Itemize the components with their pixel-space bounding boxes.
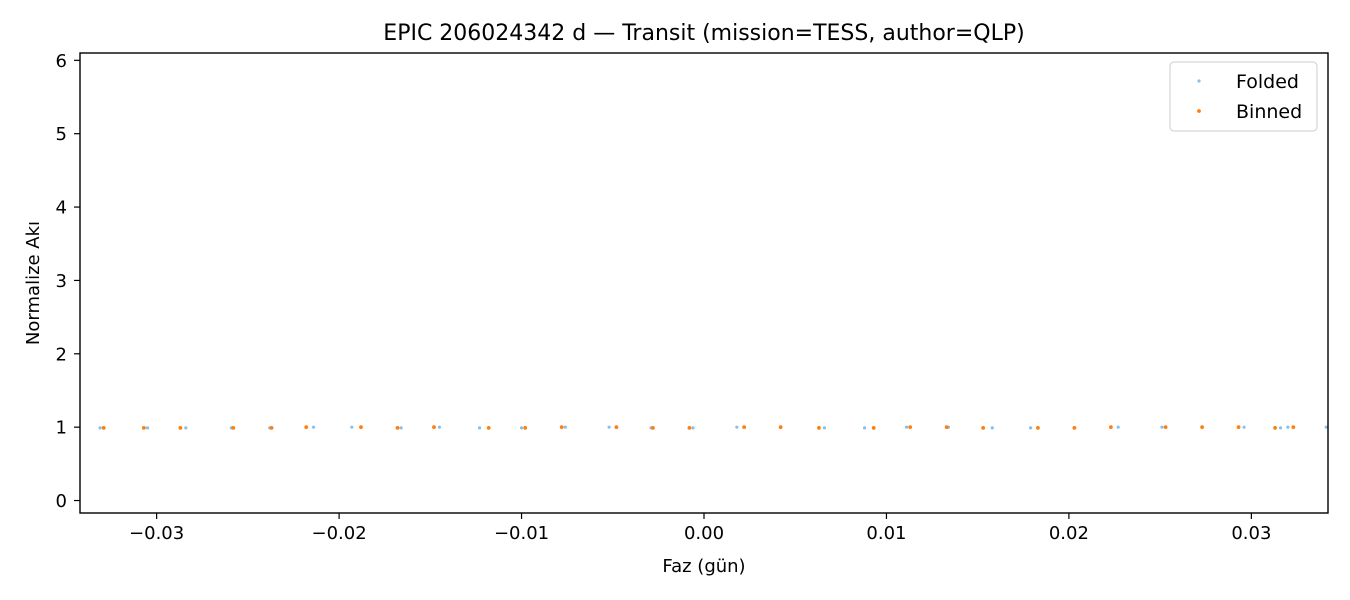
point-binned — [395, 425, 400, 430]
plot-area — [98, 425, 1328, 430]
point-binned — [1273, 425, 1277, 430]
point-folded — [1324, 425, 1328, 429]
plot-frame — [79, 52, 1329, 514]
point-folded — [822, 426, 827, 430]
legend-label-folded: Folded — [1236, 71, 1299, 93]
point-binned — [817, 425, 821, 430]
y-tick-label: 2 — [56, 344, 67, 365]
y-axis-ticks: 0 1 2 3 4 5 6 — [56, 51, 80, 512]
point-binned — [269, 425, 274, 430]
legend-box — [1169, 61, 1318, 132]
point-binned — [1200, 425, 1205, 430]
y-tick-label: 5 — [56, 124, 67, 145]
point-binned — [1035, 425, 1040, 430]
point-binned — [687, 425, 692, 430]
y-tick-label: 1 — [56, 418, 67, 439]
point-folded — [437, 425, 442, 429]
point-folded — [184, 426, 188, 430]
x-tick-label: −0.02 — [312, 523, 367, 544]
legend-marker-binned — [1197, 109, 1201, 113]
point-folded — [607, 425, 611, 429]
point-binned — [231, 425, 236, 430]
legend: Folded Binned — [1169, 61, 1318, 132]
point-binned — [432, 425, 436, 430]
point-binned — [486, 425, 491, 430]
point-folded — [990, 426, 994, 430]
point-binned — [651, 425, 655, 430]
point-folded — [904, 425, 909, 429]
y-tick-label: 3 — [56, 271, 67, 292]
y-tick-label: 6 — [56, 51, 67, 72]
x-tick-label: 0.00 — [684, 523, 724, 544]
point-binned — [559, 425, 564, 430]
point-binned — [1163, 425, 1168, 430]
point-folded — [691, 426, 695, 430]
point-folded — [311, 425, 316, 429]
point-folded — [735, 425, 739, 429]
point-binned — [742, 425, 747, 430]
legend-label-binned: Binned — [1236, 101, 1302, 123]
point-binned — [1236, 425, 1241, 430]
point-binned — [614, 425, 619, 430]
x-tick-label: 0.02 — [1049, 523, 1089, 544]
point-binned — [101, 425, 106, 430]
point-folded — [477, 426, 482, 430]
y-tick-label: 0 — [56, 491, 67, 512]
y-axis-label: Normalize Akı — [23, 221, 44, 345]
point-folded — [1278, 426, 1283, 430]
point-folded — [1160, 425, 1164, 429]
point-binned — [178, 425, 183, 430]
point-binned — [981, 425, 986, 430]
point-binned — [304, 425, 309, 430]
point-folded — [1116, 425, 1120, 429]
point-folded — [98, 426, 102, 430]
point-binned — [141, 425, 146, 430]
point-folded — [1028, 426, 1033, 430]
x-axis-ticks: −0.03 −0.02 −0.01 0.00 0.01 0.02 0.03 — [129, 513, 1271, 544]
y-tick-label: 4 — [56, 198, 67, 219]
point-folded — [1242, 425, 1246, 429]
point-binned — [778, 425, 783, 430]
point-binned — [1072, 425, 1077, 430]
point-folded — [563, 425, 567, 429]
point-binned — [944, 425, 949, 430]
point-binned — [523, 425, 528, 430]
point-folded — [862, 426, 867, 430]
point-binned — [908, 425, 913, 430]
x-axis-label: Faz (gün) — [662, 556, 745, 577]
point-folded — [145, 426, 150, 430]
point-binned — [871, 425, 876, 430]
point-binned — [1291, 425, 1296, 430]
point-binned — [359, 425, 363, 430]
x-tick-label: −0.01 — [494, 523, 549, 544]
point-binned — [1108, 425, 1113, 430]
point-folded — [1286, 425, 1290, 429]
point-folded — [350, 425, 354, 429]
point-folded — [519, 426, 524, 430]
x-tick-label: −0.03 — [129, 523, 184, 544]
point-folded — [399, 426, 403, 430]
legend-marker-folded — [1197, 79, 1201, 83]
x-tick-label: 0.01 — [866, 523, 906, 544]
x-tick-label: 0.03 — [1231, 523, 1271, 544]
chart-title: EPIC 206024342 d — Transit (mission=TESS… — [383, 21, 1024, 46]
